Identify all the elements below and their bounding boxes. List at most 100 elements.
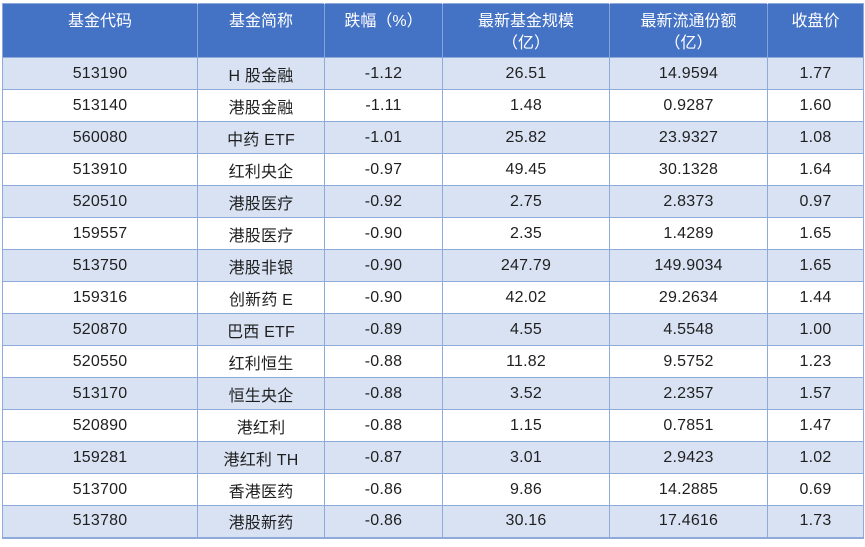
cell-fund-name: H 股金融 <box>197 57 325 90</box>
cell-close-price: 1.65 <box>767 217 864 250</box>
cell-decline-pct: -0.88 <box>324 409 443 442</box>
col-header-label: 跌幅（%） <box>344 13 423 30</box>
col-header-label: 基金代码 <box>67 13 132 30</box>
cell-fund-name: 港股医疗 <box>197 185 325 218</box>
col-header-latest-scale: 最新基金规模 （亿） <box>442 3 610 58</box>
table-row: 513780 港股新药 -0.86 30.16 17.4616 1.73 <box>2 505 864 538</box>
col-header-fund-name: 基金简称 <box>197 3 325 58</box>
cell-latest-scale: 2.75 <box>442 185 610 218</box>
cell-latest-scale: 49.45 <box>442 153 610 186</box>
cell-fund-name: 港红利 TH <box>197 441 325 474</box>
cell-fund-name: 中药 ETF <box>197 121 325 154</box>
cell-latest-scale: 3.52 <box>442 377 610 410</box>
cell-latest-scale: 30.16 <box>442 505 610 538</box>
cell-decline-pct: -0.90 <box>324 217 443 250</box>
cell-close-price: 1.02 <box>767 441 864 474</box>
col-header-label: 最新流通份额 <box>640 13 737 30</box>
col-header-close-price: 收盘价 <box>767 3 864 58</box>
cell-fund-name: 创新药 E <box>197 281 325 314</box>
cell-close-price: 1.08 <box>767 121 864 154</box>
cell-latest-shares: 17.4616 <box>609 505 768 538</box>
cell-fund-code: 513750 <box>2 249 198 282</box>
table-row: 159316 创新药 E -0.90 42.02 29.2634 1.44 <box>2 281 864 314</box>
cell-close-price: 1.47 <box>767 409 864 442</box>
fund-table: 基金代码 基金简称 跌幅（%） 最新基金规模 （亿） 最新流通份额 （ <box>2 3 864 539</box>
cell-latest-scale: 3.01 <box>442 441 610 474</box>
col-header-sublabel: （亿） <box>501 35 550 52</box>
cell-fund-code: 159557 <box>2 217 198 250</box>
cell-close-price: 1.23 <box>767 345 864 378</box>
cell-fund-name: 恒生央企 <box>197 377 325 410</box>
cell-latest-shares: 9.5752 <box>609 345 768 378</box>
cell-fund-code: 513190 <box>2 57 198 90</box>
cell-fund-name: 红利央企 <box>197 153 325 186</box>
cell-fund-name: 港红利 <box>197 409 325 442</box>
cell-close-price: 0.97 <box>767 185 864 218</box>
cell-latest-scale: 2.35 <box>442 217 610 250</box>
cell-latest-shares: 0.9287 <box>609 89 768 122</box>
cell-fund-code: 513140 <box>2 89 198 122</box>
cell-close-price: 1.77 <box>767 57 864 90</box>
cell-fund-code: 520550 <box>2 345 198 378</box>
col-header-sublabel: （亿） <box>664 35 713 52</box>
cell-fund-code: 159316 <box>2 281 198 314</box>
col-header-decline-pct: 跌幅（%） <box>324 3 443 58</box>
col-header-label: 最新基金规模 <box>477 13 574 30</box>
table-row: 513750 港股非银 -0.90 247.79 149.9034 1.65 <box>2 249 864 282</box>
table-row: 520510 港股医疗 -0.92 2.75 2.8373 0.97 <box>2 185 864 218</box>
cell-decline-pct: -0.89 <box>324 313 443 346</box>
cell-latest-scale: 4.55 <box>442 313 610 346</box>
cell-latest-scale: 1.48 <box>442 89 610 122</box>
cell-fund-name: 巴西 ETF <box>197 313 325 346</box>
cell-fund-name: 港股新药 <box>197 505 325 538</box>
cell-fund-code: 513780 <box>2 505 198 538</box>
cell-latest-shares: 2.9423 <box>609 441 768 474</box>
table-row: 159557 港股医疗 -0.90 2.35 1.4289 1.65 <box>2 217 864 250</box>
cell-latest-shares: 2.2357 <box>609 377 768 410</box>
cell-fund-name: 香港医药 <box>197 473 325 506</box>
cell-latest-shares: 30.1328 <box>609 153 768 186</box>
cell-fund-code: 560080 <box>2 121 198 154</box>
cell-latest-shares: 29.2634 <box>609 281 768 314</box>
cell-fund-code: 159281 <box>2 441 198 474</box>
table-row: 520550 红利恒生 -0.88 11.82 9.5752 1.23 <box>2 345 864 378</box>
cell-latest-shares: 2.8373 <box>609 185 768 218</box>
cell-decline-pct: -0.97 <box>324 153 443 186</box>
cell-fund-code: 513170 <box>2 377 198 410</box>
col-header-fund-code: 基金代码 <box>2 3 198 58</box>
cell-latest-shares: 0.7851 <box>609 409 768 442</box>
col-header-label: 基金简称 <box>228 13 293 30</box>
cell-close-price: 1.65 <box>767 249 864 282</box>
cell-fund-code: 520890 <box>2 409 198 442</box>
table-row: 520890 港红利 -0.88 1.15 0.7851 1.47 <box>2 409 864 442</box>
cell-close-price: 1.64 <box>767 153 864 186</box>
header-row: 基金代码 基金简称 跌幅（%） 最新基金规模 （亿） 最新流通份额 （ <box>2 3 864 58</box>
cell-decline-pct: -1.12 <box>324 57 443 90</box>
table-row: 513190 H 股金融 -1.12 26.51 14.9594 1.77 <box>2 57 864 90</box>
table-row: 513170 恒生央企 -0.88 3.52 2.2357 1.57 <box>2 377 864 410</box>
cell-fund-name: 港股医疗 <box>197 217 325 250</box>
cell-latest-shares: 14.2885 <box>609 473 768 506</box>
cell-decline-pct: -0.87 <box>324 441 443 474</box>
cell-latest-scale: 42.02 <box>442 281 610 314</box>
cell-latest-scale: 26.51 <box>442 57 610 90</box>
cell-latest-shares: 1.4289 <box>609 217 768 250</box>
cell-close-price: 1.57 <box>767 377 864 410</box>
cell-fund-code: 520870 <box>2 313 198 346</box>
cell-latest-scale: 247.79 <box>442 249 610 282</box>
cell-fund-name: 港股非银 <box>197 249 325 282</box>
cell-latest-scale: 25.82 <box>442 121 610 154</box>
table-row: 560080 中药 ETF -1.01 25.82 23.9327 1.08 <box>2 121 864 154</box>
cell-decline-pct: -0.86 <box>324 505 443 538</box>
table-row: 513140 港股金融 -1.11 1.48 0.9287 1.60 <box>2 89 864 122</box>
cell-close-price: 1.73 <box>767 505 864 538</box>
cell-latest-shares: 23.9327 <box>609 121 768 154</box>
cell-latest-shares: 14.9594 <box>609 57 768 90</box>
cell-latest-shares: 149.9034 <box>609 249 768 282</box>
cell-decline-pct: -0.88 <box>324 377 443 410</box>
cell-close-price: 1.00 <box>767 313 864 346</box>
cell-close-price: 1.60 <box>767 89 864 122</box>
cell-close-price: 1.44 <box>767 281 864 314</box>
cell-decline-pct: -1.11 <box>324 89 443 122</box>
